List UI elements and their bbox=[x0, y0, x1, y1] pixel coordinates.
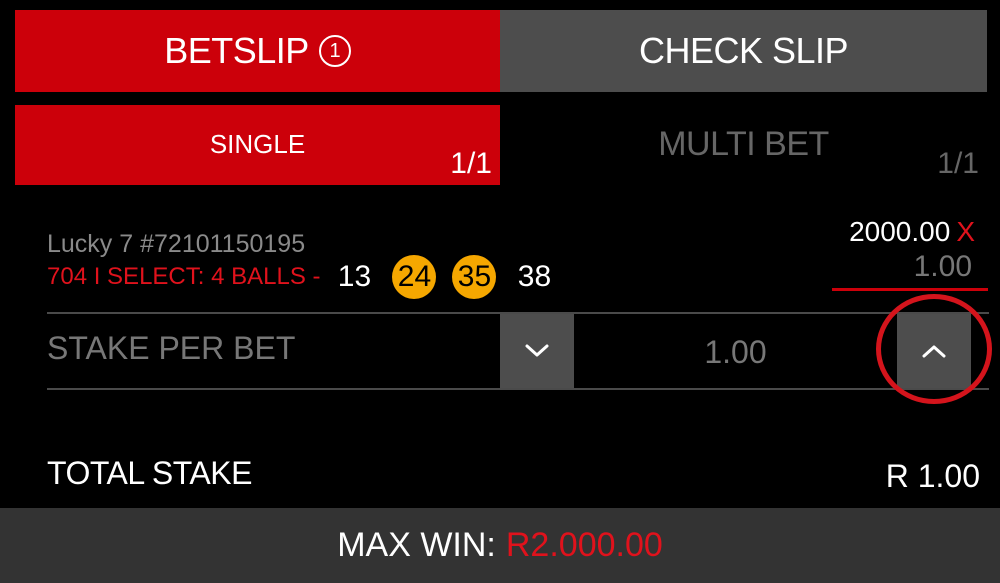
tab-multi-bet-label: MULTI BET bbox=[658, 125, 829, 163]
tab-single-count: 1/1 bbox=[450, 147, 492, 180]
bet-selection-line: 704 I SELECT: 4 BALLS - 13 24 35 38 bbox=[47, 255, 572, 299]
odds-multiplier-mark: X bbox=[956, 216, 975, 247]
tab-betslip[interactable]: BETSLIP 1 bbox=[15, 10, 500, 92]
divider bbox=[47, 388, 989, 390]
tab-betslip-label: BETSLIP bbox=[164, 30, 309, 71]
max-win-label: MAX WIN: bbox=[337, 526, 496, 564]
stake-per-bet-label: STAKE PER BET bbox=[47, 330, 296, 366]
increase-stake-button[interactable] bbox=[897, 314, 971, 388]
tab-check-slip[interactable]: CHECK SLIP bbox=[500, 10, 987, 92]
total-stake-label: TOTAL STAKE bbox=[47, 455, 252, 491]
tab-check-slip-label: CHECK SLIP bbox=[638, 30, 849, 71]
tab-single[interactable]: SINGLE 1/1 bbox=[15, 105, 500, 185]
bet-line-stake-input[interactable]: 1.00 bbox=[913, 250, 972, 283]
stake-per-bet-input[interactable]: 1.00 bbox=[704, 334, 767, 370]
tab-multi-bet[interactable]: MULTI BET 1/1 bbox=[500, 105, 987, 185]
bet-selection-text: 704 I SELECT: 4 BALLS - bbox=[47, 263, 321, 290]
chevron-up-icon bbox=[922, 345, 946, 358]
chevron-down-icon bbox=[525, 344, 549, 357]
ball-number-hit: 35 bbox=[452, 255, 497, 299]
total-stake-value: R 1.00 bbox=[885, 458, 980, 494]
stake-input-underline bbox=[832, 288, 988, 291]
bet-odds-value: 2000.00 bbox=[849, 216, 951, 247]
max-win-bar: MAX WIN: R2.000.00 bbox=[0, 508, 1000, 583]
ball-number: 13 bbox=[337, 260, 372, 293]
divider bbox=[47, 312, 989, 314]
ball-number-hit: 24 bbox=[392, 255, 437, 299]
max-win-value: R2.000.00 bbox=[505, 526, 663, 564]
tab-single-label: SINGLE bbox=[209, 129, 306, 159]
tab-multi-bet-count: 1/1 bbox=[937, 147, 979, 180]
decrease-stake-button[interactable] bbox=[500, 314, 574, 388]
bet-odds: 2000.00 X bbox=[849, 216, 975, 248]
bet-game-name: Lucky 7 #72101150195 bbox=[47, 230, 306, 258]
ball-number: 38 bbox=[517, 260, 552, 293]
betslip-count-badge: 1 bbox=[318, 35, 351, 67]
